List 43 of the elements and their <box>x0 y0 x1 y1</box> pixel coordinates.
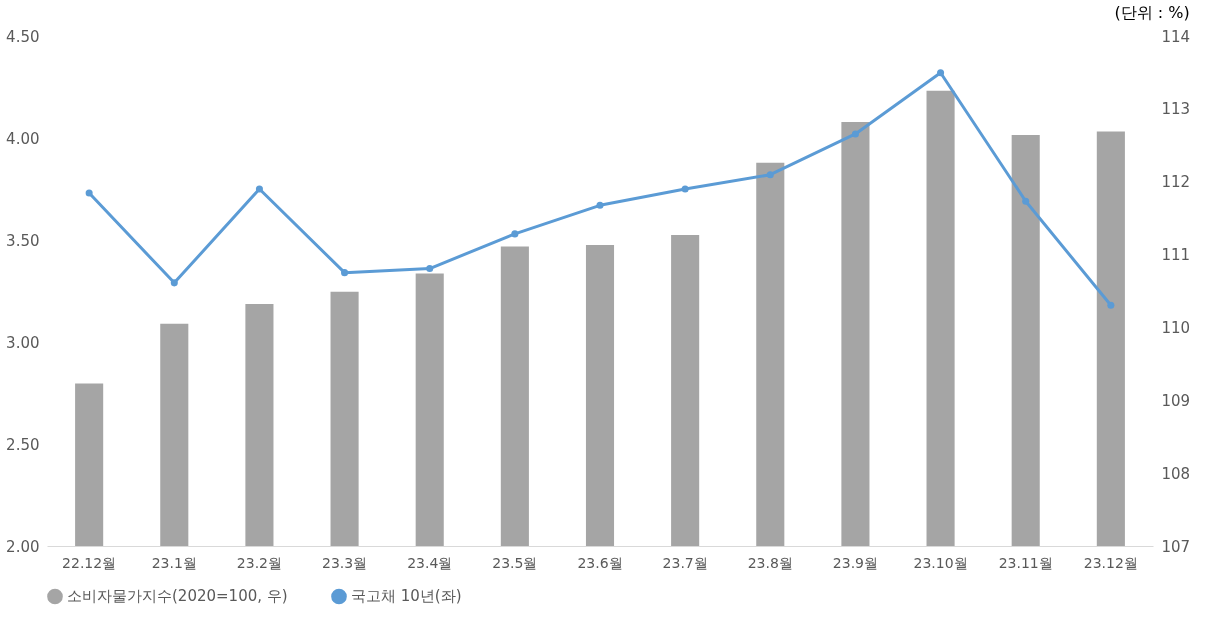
point <box>1022 197 1030 205</box>
point <box>681 185 689 193</box>
x-tick-label: 23.12월 <box>1083 554 1138 571</box>
y2-tick-label: 110 <box>1161 318 1191 337</box>
point <box>851 130 859 138</box>
x-tick-label: 23.6월 <box>577 554 623 571</box>
point <box>937 69 945 77</box>
legend-label: 국고채 10년(좌) <box>351 587 462 606</box>
point <box>255 185 263 193</box>
y-tick-label: 2.00 <box>6 537 40 556</box>
y-tick-label: 3.00 <box>6 333 40 352</box>
point <box>1107 301 1115 309</box>
point <box>85 189 93 197</box>
point <box>341 269 349 277</box>
y2-tick-label: 111 <box>1161 246 1191 265</box>
y2-tick-label: 112 <box>1161 173 1191 192</box>
x-tick-label: 23.3월 <box>321 554 368 571</box>
text: (단위 : %) <box>1114 3 1190 22</box>
y2-tick-label: 109 <box>1161 391 1191 410</box>
y-tick-label: 3.50 <box>6 231 40 250</box>
x-tick-label: 23.1월 <box>151 554 197 571</box>
point <box>766 171 774 179</box>
point <box>170 279 178 287</box>
x-tick-label: 23.11월 <box>998 554 1053 571</box>
legend-label: 소비자물가지수(2020=100, 우) <box>67 587 288 606</box>
point <box>511 230 519 238</box>
x-tick-label: 23.5월 <box>492 554 538 571</box>
x-tick-label: 23.10월 <box>913 554 968 571</box>
x-tick-label: 23.4월 <box>407 554 453 571</box>
y-tick-label: 4.00 <box>6 129 40 148</box>
point <box>426 265 434 273</box>
y-tick-label: 2.50 <box>6 435 40 454</box>
x-tick-label: 23.7월 <box>662 554 708 571</box>
x-tick-label: 23.2월 <box>236 554 283 571</box>
x-tick-label: 23.8월 <box>747 554 793 571</box>
y2-tick-label: 108 <box>1161 464 1191 483</box>
x-tick-label: 23.9월 <box>832 554 879 571</box>
x-tick-label: 22.12월 <box>62 554 117 571</box>
point <box>596 201 604 209</box>
y2-tick-label: 113 <box>1161 100 1191 119</box>
y2-tick-label: 107 <box>1161 537 1191 556</box>
y-tick-label: 4.50 <box>6 27 40 46</box>
y2-tick-label: 114 <box>1161 27 1191 46</box>
